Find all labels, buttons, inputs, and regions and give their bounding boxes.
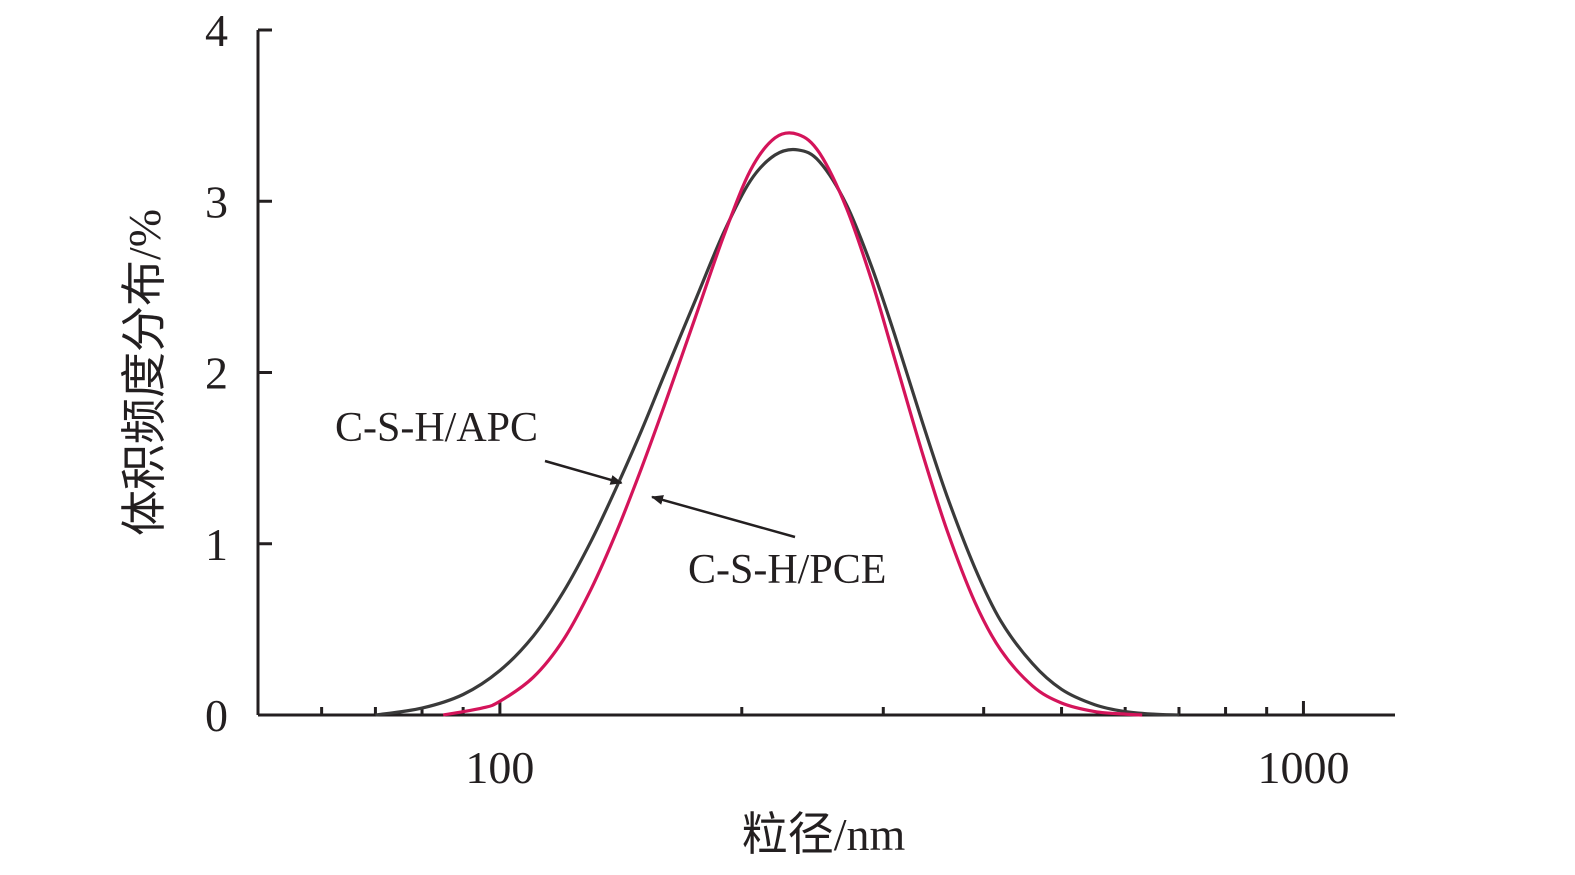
x-axis-title: 粒径/nm [742, 809, 906, 860]
y-tick-label: 1 [205, 519, 228, 570]
annotation-arrow-csh-pce [651, 495, 796, 539]
y-tick-label: 3 [205, 176, 228, 227]
y-axis-title: 体积频度分布/% [119, 209, 170, 536]
x-tick-label: 100 [465, 742, 534, 793]
series-line-csh-apc [375, 147, 1180, 717]
y-tick-label: 2 [205, 348, 228, 399]
y-tick-label: 0 [205, 690, 228, 741]
annotation-label-csh-pce: C-S-H/PCE [688, 547, 886, 593]
annotations: C-S-H/APC C-S-H/PCE [335, 405, 886, 593]
annotation-arrow-csh-apc [544, 459, 623, 485]
x-tick-label: 1000 [1257, 742, 1349, 793]
axes [256, 30, 1395, 717]
ticks: 0 1 2 3 4 100 1000 [205, 5, 1349, 793]
series-line-csh-pce [442, 131, 1143, 717]
series-layer [375, 131, 1180, 717]
y-tick-label: 4 [205, 5, 228, 56]
annotation-label-csh-apc: C-S-H/APC [335, 405, 538, 451]
